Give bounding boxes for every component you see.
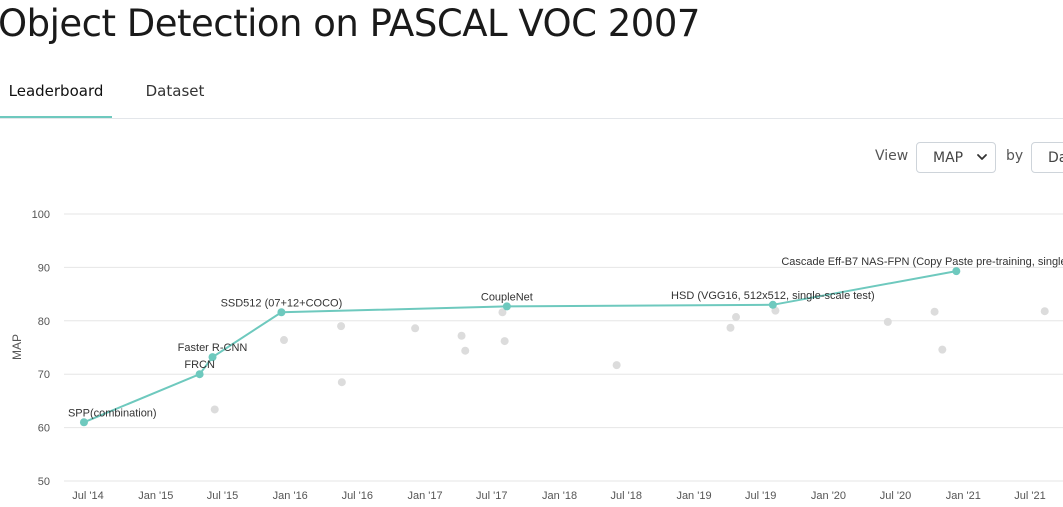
x-tick-label: Jul '18 <box>611 490 642 502</box>
other-result-point[interactable] <box>411 324 420 333</box>
y-tick-label: 100 <box>32 209 50 221</box>
x-tick-label: Jul '14 <box>72 490 103 502</box>
sota-label: Faster R-CNN <box>178 342 248 354</box>
by-select[interactable]: Date <box>1031 142 1063 173</box>
other-result-point[interactable] <box>612 361 621 370</box>
other-result-point[interactable] <box>500 337 509 346</box>
sota-point[interactable] <box>502 302 511 311</box>
x-tick-label: Jul '17 <box>476 490 507 502</box>
sota-point[interactable] <box>208 353 217 362</box>
view-label: View <box>875 148 909 164</box>
x-tick-label: Jul '19 <box>745 490 776 502</box>
sota-point[interactable] <box>277 308 286 317</box>
x-tick-label: Jan '18 <box>542 490 577 502</box>
y-axis-label: MAP <box>10 334 24 360</box>
other-result-point[interactable] <box>930 307 939 316</box>
other-result-point[interactable] <box>210 405 219 414</box>
sota-labels: SPP(combination) FRCN Faster R-CNN SSD512 (… <box>68 256 1063 419</box>
sota-label: Cascade Eff-B7 NAS-FPN (Copy Paste pre-t… <box>781 256 1063 268</box>
other-result-point[interactable] <box>457 331 466 340</box>
x-tick-label: Jul '21 <box>1014 490 1045 502</box>
chevron-down-icon <box>977 154 987 160</box>
y-tick-label: 60 <box>38 423 50 435</box>
y-tick-label: 90 <box>38 262 50 274</box>
tab-bar: Leaderboard Dataset <box>0 66 1063 119</box>
sota-label: FRCN <box>184 359 215 371</box>
x-tick-label: Jul '20 <box>880 490 911 502</box>
other-result-point[interactable] <box>337 378 346 387</box>
tab-dataset[interactable]: Dataset <box>145 82 205 100</box>
x-tick-label: Jan '21 <box>946 490 981 502</box>
x-tick-label: Jul '16 <box>342 490 373 502</box>
other-result-point[interactable] <box>337 322 346 331</box>
x-tick-label: Jan '15 <box>138 490 173 502</box>
other-result-point[interactable] <box>279 336 288 345</box>
y-tick-label: 50 <box>38 476 50 488</box>
other-result-point[interactable] <box>732 313 741 322</box>
sota-point[interactable] <box>195 370 204 379</box>
page-title: Object Detection on PASCAL VOC 2007 <box>0 2 700 45</box>
sota-label: HSD (VGG16, 512x512, single-scale test) <box>671 290 875 302</box>
x-tick-label: Jul '15 <box>207 490 238 502</box>
other-results <box>210 306 1049 414</box>
by-select-value: Date <box>1048 150 1063 166</box>
other-result-point[interactable] <box>726 323 735 332</box>
sota-label: CoupleNet <box>481 291 533 303</box>
by-label: by <box>1006 148 1024 164</box>
y-tick-label: 80 <box>38 316 50 328</box>
y-tick-label: 70 <box>38 369 50 381</box>
x-tick-label: Jan '17 <box>408 490 443 502</box>
view-select[interactable]: MAP <box>916 142 996 173</box>
other-result-point[interactable] <box>1040 307 1049 316</box>
x-tick-label: Jan '19 <box>676 490 711 502</box>
other-result-point[interactable] <box>461 346 470 355</box>
x-tick-label: Jan '16 <box>273 490 308 502</box>
sota-label: SPP(combination) <box>68 407 157 419</box>
other-result-point[interactable] <box>938 345 947 354</box>
other-result-point[interactable] <box>498 308 507 317</box>
sota-point[interactable] <box>768 300 777 309</box>
sota-label: SSD512 (07+12+COCO) <box>221 297 343 309</box>
sota-point[interactable] <box>79 418 88 427</box>
sota-point[interactable] <box>952 267 961 276</box>
sota-results <box>79 267 961 427</box>
tab-leaderboard[interactable]: Leaderboard <box>0 66 112 118</box>
other-result-point[interactable] <box>883 317 892 326</box>
grid-lines <box>64 213 1063 482</box>
y-axis-ticks: 50 60 70 80 90 100 <box>32 209 50 488</box>
x-axis-ticks: Jul '14 Jan '15 Jul '15 Jan '16 Jul '16 Jan '… <box>72 490 1045 502</box>
view-select-value: MAP <box>933 150 964 166</box>
x-tick-label: Jan '20 <box>811 490 846 502</box>
